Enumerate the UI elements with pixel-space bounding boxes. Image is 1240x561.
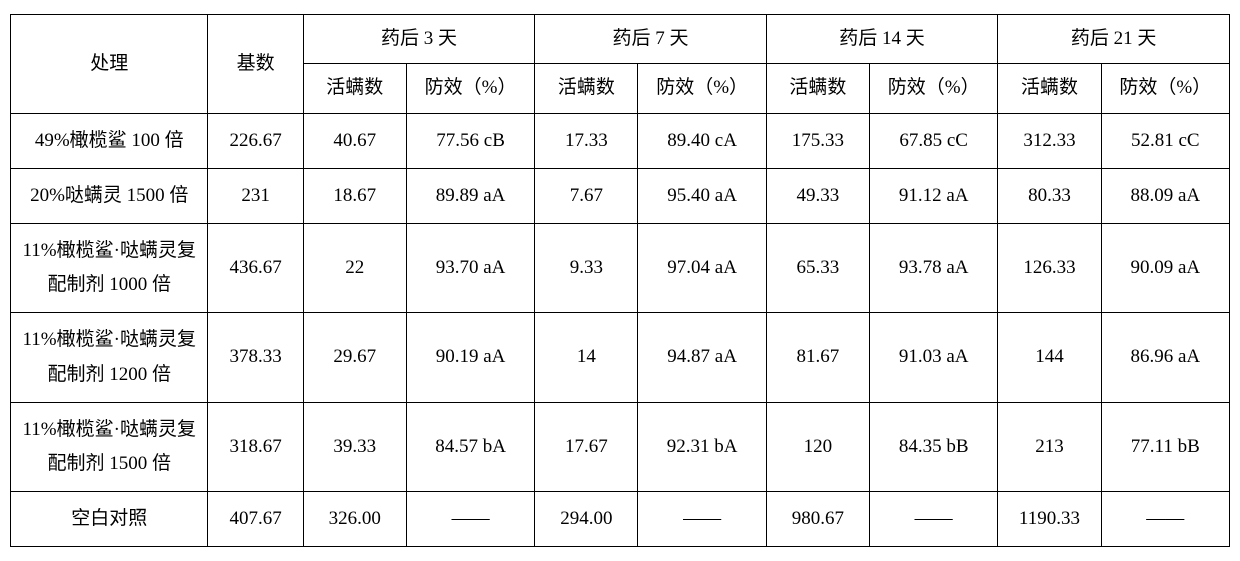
live-21d-cell: 144 — [998, 313, 1101, 402]
col-header-eff-7d: 防效（%） — [638, 64, 766, 113]
live-3d-cell: 40.67 — [303, 113, 406, 168]
treatment-cell: 20%哒螨灵 1500 倍 — [11, 168, 208, 223]
eff-14d-cell: 91.03 aA — [870, 313, 998, 402]
col-header-live-21d: 活螨数 — [998, 64, 1101, 113]
treatment-cell: 11%橄榄鲨·哒螨灵复配制剂 1000 倍 — [11, 223, 208, 312]
live-7d-cell: 14 — [535, 313, 638, 402]
table-row: 11%橄榄鲨·哒螨灵复配制剂 1000 倍436.672293.70 aA9.3… — [11, 223, 1230, 312]
eff-14d-cell: —— — [870, 492, 998, 547]
treatment-cell: 11%橄榄鲨·哒螨灵复配制剂 1200 倍 — [11, 313, 208, 402]
base-cell: 407.67 — [208, 492, 303, 547]
eff-14d-cell: 91.12 aA — [870, 168, 998, 223]
col-header-period-14d: 药后 14 天 — [766, 15, 998, 64]
treatment-cell: 11%橄榄鲨·哒螨灵复配制剂 1500 倍 — [11, 402, 208, 491]
col-header-period-3d: 药后 3 天 — [303, 15, 535, 64]
live-3d-cell: 39.33 — [303, 402, 406, 491]
eff-3d-cell: 89.89 aA — [406, 168, 534, 223]
base-cell: 231 — [208, 168, 303, 223]
col-header-live-14d: 活螨数 — [766, 64, 869, 113]
live-14d-cell: 120 — [766, 402, 869, 491]
table-head: 处理 基数 药后 3 天 药后 7 天 药后 14 天 药后 21 天 活螨数 … — [11, 15, 1230, 114]
eff-3d-cell: —— — [406, 492, 534, 547]
col-header-eff-14d: 防效（%） — [870, 64, 998, 113]
eff-7d-cell: 94.87 aA — [638, 313, 766, 402]
col-header-eff-3d: 防效（%） — [406, 64, 534, 113]
live-14d-cell: 65.33 — [766, 223, 869, 312]
table-row: 49%橄榄鲨 100 倍226.6740.6777.56 cB17.3389.4… — [11, 113, 1230, 168]
base-cell: 436.67 — [208, 223, 303, 312]
base-cell: 226.67 — [208, 113, 303, 168]
eff-7d-cell: 97.04 aA — [638, 223, 766, 312]
col-header-period-21d: 药后 21 天 — [998, 15, 1230, 64]
live-7d-cell: 294.00 — [535, 492, 638, 547]
live-7d-cell: 9.33 — [535, 223, 638, 312]
eff-14d-cell: 84.35 bB — [870, 402, 998, 491]
col-header-base: 基数 — [208, 15, 303, 114]
eff-21d-cell: 88.09 aA — [1101, 168, 1229, 223]
table-row: 11%橄榄鲨·哒螨灵复配制剂 1200 倍378.3329.6790.19 aA… — [11, 313, 1230, 402]
table-row: 空白对照407.67326.00——294.00——980.67——1190.3… — [11, 492, 1230, 547]
eff-21d-cell: 86.96 aA — [1101, 313, 1229, 402]
eff-7d-cell: 95.40 aA — [638, 168, 766, 223]
eff-21d-cell: 77.11 bB — [1101, 402, 1229, 491]
live-21d-cell: 213 — [998, 402, 1101, 491]
live-14d-cell: 81.67 — [766, 313, 869, 402]
live-3d-cell: 29.67 — [303, 313, 406, 402]
eff-14d-cell: 93.78 aA — [870, 223, 998, 312]
eff-3d-cell: 77.56 cB — [406, 113, 534, 168]
treatment-cell: 空白对照 — [11, 492, 208, 547]
eff-7d-cell: —— — [638, 492, 766, 547]
table-body: 49%橄榄鲨 100 倍226.6740.6777.56 cB17.3389.4… — [11, 113, 1230, 547]
live-7d-cell: 7.67 — [535, 168, 638, 223]
live-14d-cell: 175.33 — [766, 113, 869, 168]
efficacy-table: 处理 基数 药后 3 天 药后 7 天 药后 14 天 药后 21 天 活螨数 … — [10, 14, 1230, 547]
eff-7d-cell: 92.31 bA — [638, 402, 766, 491]
header-row-1: 处理 基数 药后 3 天 药后 7 天 药后 14 天 药后 21 天 — [11, 15, 1230, 64]
table-row: 20%哒螨灵 1500 倍23118.6789.89 aA7.6795.40 a… — [11, 168, 1230, 223]
live-21d-cell: 126.33 — [998, 223, 1101, 312]
base-cell: 378.33 — [208, 313, 303, 402]
live-21d-cell: 80.33 — [998, 168, 1101, 223]
live-3d-cell: 18.67 — [303, 168, 406, 223]
base-cell: 318.67 — [208, 402, 303, 491]
live-21d-cell: 312.33 — [998, 113, 1101, 168]
live-3d-cell: 326.00 — [303, 492, 406, 547]
table-row: 11%橄榄鲨·哒螨灵复配制剂 1500 倍318.6739.3384.57 bA… — [11, 402, 1230, 491]
live-7d-cell: 17.33 — [535, 113, 638, 168]
eff-7d-cell: 89.40 cA — [638, 113, 766, 168]
eff-3d-cell: 93.70 aA — [406, 223, 534, 312]
col-header-live-7d: 活螨数 — [535, 64, 638, 113]
live-3d-cell: 22 — [303, 223, 406, 312]
col-header-treatment: 处理 — [11, 15, 208, 114]
eff-3d-cell: 90.19 aA — [406, 313, 534, 402]
treatment-cell: 49%橄榄鲨 100 倍 — [11, 113, 208, 168]
col-header-live-3d: 活螨数 — [303, 64, 406, 113]
eff-21d-cell: —— — [1101, 492, 1229, 547]
live-14d-cell: 980.67 — [766, 492, 869, 547]
col-header-period-7d: 药后 7 天 — [535, 15, 767, 64]
live-14d-cell: 49.33 — [766, 168, 869, 223]
col-header-eff-21d: 防效（%） — [1101, 64, 1229, 113]
eff-21d-cell: 90.09 aA — [1101, 223, 1229, 312]
eff-3d-cell: 84.57 bA — [406, 402, 534, 491]
eff-21d-cell: 52.81 cC — [1101, 113, 1229, 168]
live-7d-cell: 17.67 — [535, 402, 638, 491]
live-21d-cell: 1190.33 — [998, 492, 1101, 547]
eff-14d-cell: 67.85 cC — [870, 113, 998, 168]
